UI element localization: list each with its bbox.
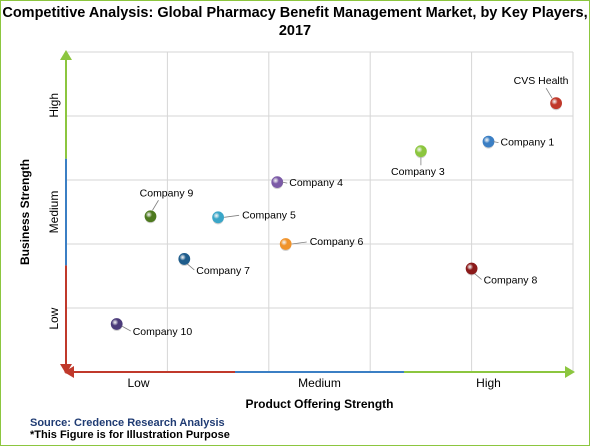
data-point: Company 9 [140,187,194,224]
point-label: Company 3 [391,166,445,178]
data-point: Company 5 [212,209,296,225]
point-layer: CVS Health Company 1 Company 3 Company 4 Com… [110,75,569,338]
y-tick-label: Medium [47,191,61,234]
point-label: Company 9 [140,187,194,199]
point-label: Company 1 [501,137,555,149]
point-label: Company 6 [310,236,364,248]
point-marker [212,211,225,224]
y-tick-label: Low [47,307,61,329]
y-axis-origin-arrow-icon [60,364,72,374]
x-axis-arrow-icon [565,366,575,378]
y-tick-label: High [47,93,61,118]
illustration-note: *This Figure is for Illustration Purpose [30,429,230,441]
point-leader-line [291,241,307,245]
data-point: Company 8 [465,262,538,287]
point-marker [482,135,495,148]
chart-title: Competitive Analysis: Global Pharmacy Be… [0,4,590,40]
point-marker [144,210,157,223]
tick-layer: Low Medium High Low Medium High [47,93,501,390]
y-axis-arrow-icon [60,50,72,60]
point-label: Company 8 [484,275,538,287]
chart-title-line1: Competitive Analysis: Global Pharmacy Be… [2,5,588,21]
point-leader-line [187,263,195,271]
data-point: Company 1 [482,135,555,149]
point-label: Company 5 [242,209,296,221]
point-marker [550,97,562,110]
point-leader-line [474,273,482,280]
point-label: Company 7 [196,265,250,277]
point-marker [271,176,284,189]
point-leader-line [121,325,131,332]
footer: Source: Credence Research Analysis *This… [30,417,230,441]
point-leader-line [282,181,288,184]
data-point: Company 6 [279,236,364,251]
x-axis-title: Product Offering Strength [246,397,394,411]
y-axis-title: Business Strength [18,159,32,265]
x-tick-label: Medium [298,376,341,390]
source-text: Source: Credence Research Analysis [30,417,225,429]
data-point: Company 4 [271,176,343,190]
point-marker [465,262,478,275]
point-label: Company 4 [289,177,343,189]
point-marker [414,145,427,158]
grid-layer [65,51,574,373]
point-leader-line [152,200,159,211]
x-axis-origin-arrow-icon [64,366,74,378]
chart-title-line2: 2017 [278,23,312,39]
point-marker [178,253,191,265]
x-tick-label: High [476,376,501,390]
axis-layer [60,50,575,378]
point-label: Company 10 [133,326,193,338]
data-point: CVS Health [514,75,569,111]
point-marker [279,238,292,250]
data-point: Company 10 [110,318,193,338]
point-leader-line [224,214,240,218]
data-point: Company 7 [178,253,250,277]
x-tick-label: Low [127,376,149,390]
data-point: Company 3 [391,145,445,178]
point-leader-line [545,87,553,99]
point-label: CVS Health [514,75,569,87]
point-leader-line [493,141,499,143]
point-marker [110,318,123,330]
